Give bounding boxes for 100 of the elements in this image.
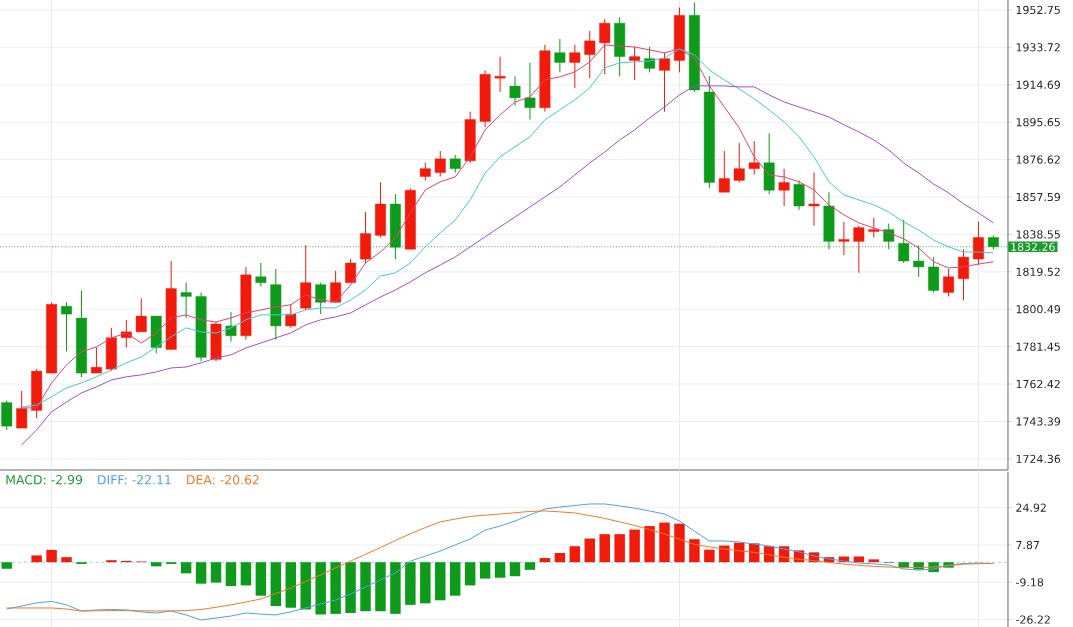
candlestick bbox=[554, 38, 566, 73]
y-tick-label: 1952.75 bbox=[1016, 5, 1060, 15]
candlestick bbox=[569, 44, 581, 89]
candlestick bbox=[599, 18, 611, 75]
candlestick bbox=[509, 75, 521, 107]
bar bbox=[315, 562, 326, 615]
candlestick bbox=[928, 256, 940, 293]
y-tick-label: 1838.55 bbox=[1016, 230, 1060, 239]
y-tick-label: 1800.49 bbox=[1016, 305, 1061, 314]
y-tick-label: 1914.69 bbox=[1016, 80, 1061, 89]
bar bbox=[375, 562, 386, 612]
candlestick bbox=[898, 219, 910, 264]
bar bbox=[390, 562, 401, 614]
bar bbox=[240, 562, 252, 586]
bar bbox=[689, 539, 700, 563]
bar bbox=[704, 549, 715, 563]
candlestick bbox=[778, 168, 790, 207]
bar bbox=[554, 553, 566, 563]
bar bbox=[868, 559, 880, 563]
bar bbox=[509, 562, 521, 577]
bar bbox=[61, 557, 72, 563]
bar bbox=[599, 534, 610, 563]
candlestick bbox=[330, 270, 342, 303]
bar bbox=[405, 562, 416, 605]
candlestick bbox=[808, 172, 820, 227]
candlestick bbox=[225, 311, 237, 343]
bar bbox=[674, 523, 685, 563]
bar bbox=[150, 562, 162, 567]
candlestick bbox=[180, 282, 192, 319]
bar bbox=[464, 562, 476, 586]
bar bbox=[569, 546, 581, 563]
bar bbox=[539, 558, 551, 563]
candlestick bbox=[315, 282, 327, 315]
candlestick bbox=[659, 52, 670, 113]
ref-line-label: 1832.26 bbox=[1011, 242, 1055, 251]
y-tick-label: 1895.65 bbox=[1016, 118, 1060, 127]
bar bbox=[31, 555, 42, 563]
bar bbox=[180, 562, 192, 574]
y-tick-label: -9.18 bbox=[1016, 578, 1044, 587]
candlestick bbox=[838, 221, 850, 256]
candlestick bbox=[853, 225, 865, 274]
candlestick bbox=[434, 150, 446, 178]
y-tick-label: 1857.59 bbox=[1016, 192, 1061, 202]
candlestick bbox=[61, 301, 72, 352]
candlestick bbox=[1, 400, 13, 431]
bar bbox=[449, 562, 461, 596]
candlestick bbox=[255, 262, 267, 288]
y-tick-label: 1876.62 bbox=[1016, 155, 1060, 164]
candlestick bbox=[524, 62, 536, 121]
candlestick bbox=[748, 140, 760, 176]
y-tick-label: 1743.39 bbox=[1016, 417, 1061, 426]
candlestick bbox=[943, 268, 954, 297]
bar bbox=[46, 549, 57, 563]
candlestick bbox=[793, 179, 805, 211]
bar bbox=[270, 562, 282, 606]
y-tick-label: 1933.72 bbox=[1016, 43, 1060, 52]
bar bbox=[584, 538, 595, 563]
bar bbox=[360, 562, 371, 612]
text: MACD: -2.99 bbox=[6, 474, 83, 485]
y-tick-label: 1781.45 bbox=[1016, 342, 1060, 351]
text: DEA: -20.62 bbox=[187, 474, 259, 485]
y-tick-label: 24.92 bbox=[1016, 503, 1046, 512]
candlestick bbox=[629, 46, 641, 81]
bar bbox=[614, 534, 625, 563]
candlestick bbox=[16, 390, 28, 429]
candlestick bbox=[285, 303, 297, 329]
candlestick bbox=[584, 30, 596, 79]
candlestick bbox=[135, 297, 147, 333]
bar bbox=[435, 562, 446, 601]
y-tick-label: 1724.36 bbox=[1016, 454, 1061, 464]
bar bbox=[255, 562, 267, 596]
bar bbox=[479, 562, 491, 579]
bar bbox=[1, 562, 12, 569]
bar bbox=[494, 562, 506, 578]
y-tick-label: 1762.42 bbox=[1016, 379, 1060, 389]
bar bbox=[345, 562, 356, 613]
bar bbox=[225, 562, 237, 587]
candlestick bbox=[958, 248, 969, 301]
y-tick-label: 7.87 bbox=[1016, 540, 1039, 550]
candlestick bbox=[345, 258, 356, 284]
bar bbox=[330, 562, 341, 614]
bar bbox=[195, 562, 207, 584]
bar bbox=[210, 562, 222, 583]
bar bbox=[629, 529, 640, 563]
y-tick-label: 1819.52 bbox=[1016, 267, 1060, 276]
candlestick bbox=[913, 244, 925, 278]
bar bbox=[524, 562, 536, 570]
candlestick bbox=[973, 221, 984, 266]
candlestick bbox=[733, 142, 745, 183]
candlestick bbox=[718, 150, 730, 193]
bar bbox=[644, 526, 655, 563]
candlestick bbox=[494, 56, 506, 93]
y-tick-label: -26.22 bbox=[1016, 615, 1050, 624]
text: DIFF: -22.11 bbox=[98, 474, 171, 485]
candlestick bbox=[90, 347, 102, 374]
bar bbox=[659, 522, 670, 563]
candlestick bbox=[868, 217, 880, 238]
bar bbox=[420, 562, 431, 604]
bar bbox=[285, 562, 296, 608]
bar bbox=[300, 562, 311, 610]
